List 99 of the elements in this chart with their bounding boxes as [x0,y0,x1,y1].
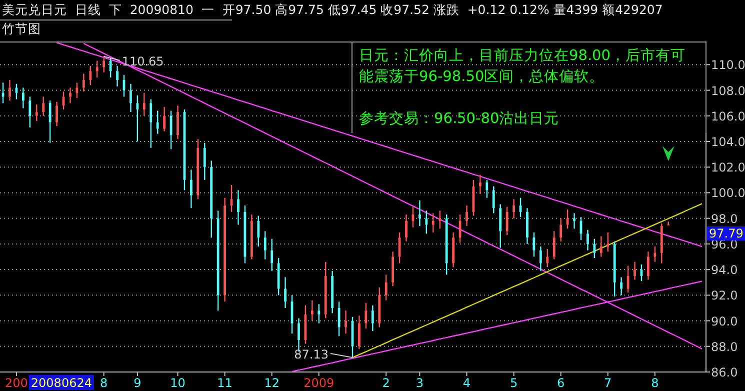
candlestick [136,94,139,142]
x-tick-label: 8 [651,376,659,390]
candlestick [89,65,92,86]
y-tick-label: 104.0 [711,135,745,149]
candlestick [150,98,152,148]
candlestick [15,83,18,100]
x-tick-label: 9 [134,376,142,390]
candlestick [418,200,421,227]
candlestick [96,60,98,78]
y-tick-label: 106.0 [711,109,745,124]
candlestick [76,82,78,99]
candlestick [190,169,192,209]
x-tick-label: 7 [604,376,612,390]
candlestick [22,87,24,109]
x-tick-label: 5 [510,376,518,390]
candlestick [318,304,320,324]
candlestick [573,212,576,230]
candlestick [405,214,408,242]
candlestick [42,96,45,116]
candlestick [344,310,347,334]
candlestick [156,110,159,134]
y-tick-label: 108.0 [711,84,745,98]
line-series [352,203,703,358]
x-tick-label: 4 [462,376,471,390]
candlestick [163,106,166,132]
candlestick [28,96,32,128]
candlestick [310,300,314,322]
y-tick-label: 100.0 [711,186,745,200]
candlestick [634,261,636,280]
y-tick-label: 92.0 [711,288,738,303]
candlestick [486,179,488,198]
text: 20080624 [30,376,92,390]
chart-title: 美元兑日元 日线 下 20090810 一 开97.50 高97.75 低97.45 收97.52 涨跌 +0.12 0.12% 量4399 额429207 [2,2,663,17]
candlestick [56,101,58,127]
y-tick-label: 98.0 [711,212,738,226]
annotation: 110.65 [122,54,164,68]
candlestick [432,212,434,234]
candlestick [466,204,468,227]
candlestick [371,304,374,332]
candlestick [512,198,515,219]
x-tick-label: 2 [382,376,390,390]
candlestick [499,204,502,248]
candlestick [364,302,368,330]
text: 97.79 [709,226,744,240]
x-tick-label: 10 [170,376,186,390]
x-tick-label: 3 [416,376,424,390]
candlestick [438,210,442,230]
x-tick-label: 8 [100,376,108,390]
candlestick [539,246,542,272]
candlestick [620,276,623,296]
candlestick [203,142,206,181]
candlestick [264,230,266,260]
candlestick [69,87,72,104]
y-tick-label: 94.0 [711,263,738,278]
candlestick [109,58,112,78]
candlestick [116,65,118,88]
candlestick [492,186,495,214]
candlestick [654,246,656,262]
candlestick [566,208,569,230]
y-tick-label: 90.0 [711,314,738,328]
x-tick-label: 6 [557,376,565,390]
candlestick [647,251,650,280]
candlestick [270,238,274,272]
candlestick [478,174,482,195]
candlestick [506,206,508,236]
candlestick [338,300,340,337]
candlestick [560,218,562,242]
candlestick [593,238,596,259]
chart-subtitle: 竹节图 [2,21,41,36]
candlestick [586,229,589,251]
candlestick [358,315,360,350]
candlestick [606,232,610,252]
candlestick [176,105,179,140]
annotation: 87.13 [294,348,328,362]
annotation: 日元：汇价向上，目前压力位在98.00，后市有可能震荡于96-98.50区间，总体偏软。 [359,46,687,87]
candlestick [8,79,11,102]
candlestick [142,92,146,116]
x-tick-label: 12 [264,376,280,390]
candlestick [425,210,428,234]
y-tick-label: 88.0 [711,340,738,354]
candlestick [257,215,260,248]
y-tick-label: 110.0 [711,58,745,72]
candlestick [35,104,38,122]
x-tick-label: 200 [5,376,28,390]
candlestick [600,236,602,258]
candlestick [82,73,85,92]
candlestick [384,274,388,301]
candlestick [546,248,549,268]
y-tick-label: 86.0 [711,366,738,380]
candlestick [102,56,106,73]
candlestick [552,230,556,260]
y-tick-label: 102.0 [711,160,745,175]
candlestick [284,276,286,309]
annotation: 参考交易：96.50-80沽出日元 [359,110,560,129]
candlestick [130,83,132,113]
x-tick-label: 11 [217,376,232,390]
x-tick-label: 2009 [304,376,334,390]
candlestick [48,100,52,144]
candlestick [237,190,240,226]
